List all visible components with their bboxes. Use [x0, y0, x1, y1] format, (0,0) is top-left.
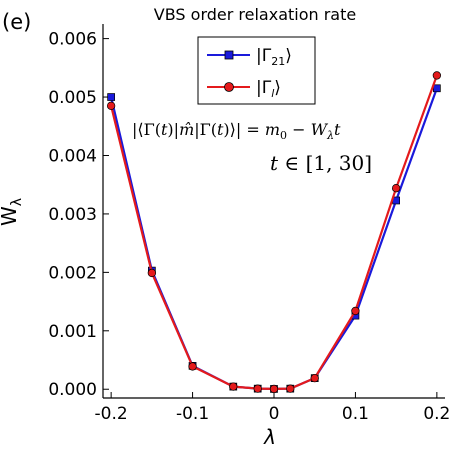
y-tick-label: 0.006: [48, 30, 97, 50]
y-tick-label: 0.003: [48, 205, 97, 225]
legend-label-gammal: |Γl⟩: [256, 78, 281, 100]
data-point: [310, 373, 319, 383]
data-point: [147, 268, 157, 278]
data-point: [286, 384, 295, 393]
y-tick-label: 0.001: [48, 322, 97, 342]
data-point: [229, 382, 238, 391]
y-tick-label: 0.000: [48, 380, 97, 400]
data-point: [188, 362, 197, 371]
series-1: [106, 71, 442, 394]
data-point: [432, 71, 442, 80]
data-point: [106, 101, 116, 110]
legend: |Γ21⟩ |Γl⟩: [197, 36, 316, 105]
x-tick-label: -0.2: [95, 404, 128, 424]
x-tick-label: -0.1: [176, 404, 209, 424]
data-point: [107, 93, 115, 101]
x-axis-label: λ: [263, 425, 276, 449]
time-range-annotation: t ∈ [1, 30]: [270, 151, 372, 175]
data-point: [433, 84, 441, 93]
series-layer: [106, 71, 442, 394]
formula-annotation: |⟨Γ(t)|m̂|Γ(t)⟩| = m0 − Wλt: [132, 120, 341, 142]
y-tick-label: 0.004: [48, 146, 97, 166]
x-tick-label: 0.2: [423, 404, 450, 424]
panel-label: (e): [2, 10, 31, 34]
data-point: [391, 184, 401, 193]
y-tick-label: 0.005: [48, 88, 97, 108]
legend-frame: [197, 36, 316, 105]
chart-title: VBS order relaxation rate: [154, 5, 356, 24]
data-point: [269, 384, 279, 394]
ticks: -0.2 -0.1 0 0.1 0.2 0.000 0.001 0.002 0.003 0.004…: [48, 30, 450, 424]
data-point: [351, 306, 360, 316]
legend-marker-gammal: [224, 82, 234, 92]
legend-marker-gamma21: [224, 50, 234, 60]
y-axis-label: Wλ: [0, 198, 25, 226]
y-axis-label-subscript: λ: [9, 198, 25, 206]
x-tick-label: 0: [269, 404, 280, 424]
x-tick-label: 0.1: [342, 404, 369, 424]
data-point: [253, 384, 262, 393]
y-tick-label: 0.002: [48, 263, 97, 283]
